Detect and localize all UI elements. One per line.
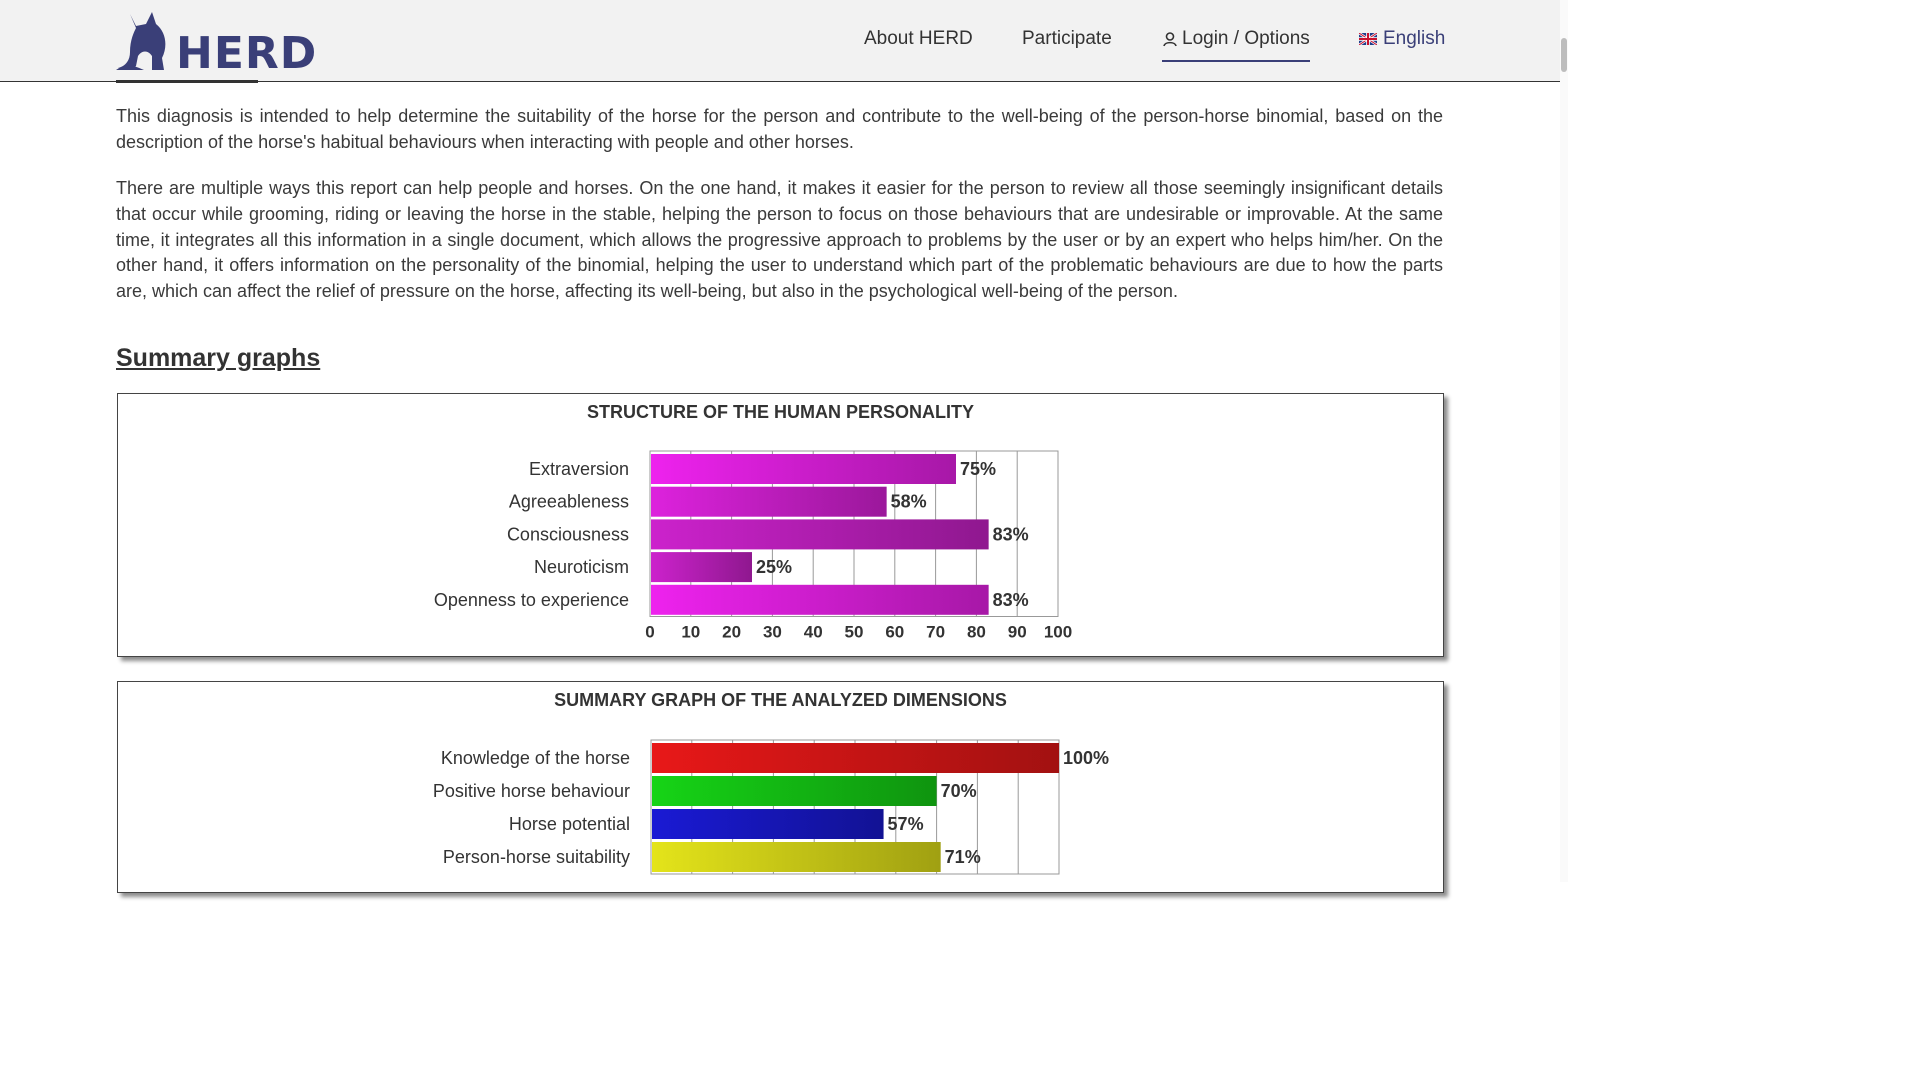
bar-positive-horse-behaviour <box>652 776 937 806</box>
nav-participate-link[interactable]: Participate <box>1022 28 1112 49</box>
x-tick-label: 50 <box>845 623 864 642</box>
category-label: Neuroticism <box>534 557 629 577</box>
analyzed-dimensions-chart: SUMMARY GRAPH OF THE ANALYZED DIMENSIONS… <box>117 681 1444 893</box>
category-label: Person-horse suitability <box>443 847 630 867</box>
category-label: Extraversion <box>529 459 629 479</box>
nav-about-link[interactable]: About HERD <box>864 28 973 49</box>
horse-logo-icon <box>116 12 166 70</box>
uk-flag-icon <box>1359 33 1377 45</box>
bar-knowledge-of-the-horse <box>652 743 1059 773</box>
x-tick-label: 20 <box>722 623 741 642</box>
x-tick-label: 0 <box>645 623 654 642</box>
x-tick-label: 80 <box>967 623 986 642</box>
category-label: Agreeableness <box>509 492 629 512</box>
herd-logo[interactable]: HERD <box>116 10 317 76</box>
value-label: 57% <box>888 814 924 834</box>
category-label: Consciousness <box>507 524 629 544</box>
summary-graphs-heading: Summary graphs <box>116 344 321 372</box>
logo-text: HERD <box>176 28 318 79</box>
category-label: Horse potential <box>509 814 630 834</box>
top-navigation-bar: HERD About HERD Participate Login / Opti… <box>0 0 1568 83</box>
scrollbar-thumb[interactable] <box>1561 38 1567 72</box>
value-label: 71% <box>945 847 981 867</box>
x-tick-label: 90 <box>1008 623 1027 642</box>
bar-neuroticism <box>651 552 752 583</box>
x-tick-label: 100 <box>1044 623 1072 642</box>
x-tick-label: 40 <box>804 623 823 642</box>
bar-horse-potential <box>652 809 884 839</box>
bar-consciousness <box>651 519 989 550</box>
personality-bar-chart: Extraversion 75% Agreeableness 58% Conscious… <box>434 450 1072 642</box>
value-label: 100% <box>1063 748 1109 768</box>
language-label: English <box>1383 28 1446 49</box>
chart-title: STRUCTURE OF THE HUMAN PERSONALITY <box>587 402 974 422</box>
value-label: 83% <box>993 590 1029 610</box>
bar-openness-to-experience <box>651 584 989 615</box>
category-label: Positive horse behaviour <box>433 781 630 801</box>
bar-person-horse-suitability <box>652 842 941 872</box>
language-selector[interactable]: English <box>1359 28 1445 50</box>
human-personality-chart: STRUCTURE OF THE HUMAN PERSONALITY Extra… <box>117 393 1444 657</box>
report-description-paragraph: There are multiple ways this report can … <box>116 178 1443 302</box>
category-label: Knowledge of the horse <box>441 748 630 768</box>
x-tick-label: 30 <box>763 623 782 642</box>
value-label: 70% <box>941 781 977 801</box>
x-tick-label: 70 <box>926 623 945 642</box>
value-label: 83% <box>993 524 1029 544</box>
x-tick-label: 10 <box>681 623 700 642</box>
x-tick-label: 60 <box>885 623 904 642</box>
intro-paragraph: This diagnosis is intended to help deter… <box>116 106 1443 152</box>
chart-title: SUMMARY GRAPH OF THE ANALYZED DIMENSIONS <box>554 690 1007 710</box>
nav-login-link[interactable]: Login / Options <box>1162 28 1310 62</box>
value-label: 58% <box>891 492 927 512</box>
value-label: 75% <box>960 459 996 479</box>
category-label: Openness to experience <box>434 590 629 610</box>
logo-underline <box>116 80 258 83</box>
page-scrollbar[interactable] <box>1560 0 1568 882</box>
bar-extraversion <box>651 454 956 484</box>
nav-login-label: Login / Options <box>1182 28 1310 49</box>
bar-agreeableness <box>651 486 887 517</box>
dimensions-bar-chart: Knowledge of the horse 100% Positive horse… <box>433 739 1109 875</box>
value-label: 25% <box>756 557 792 577</box>
user-icon <box>1163 32 1177 47</box>
